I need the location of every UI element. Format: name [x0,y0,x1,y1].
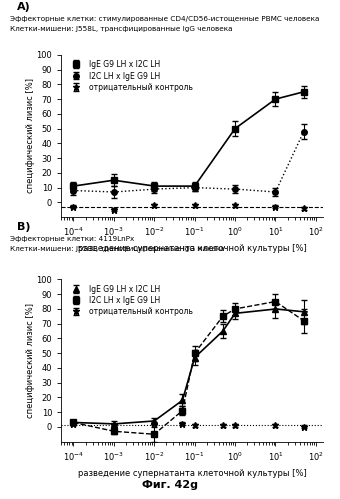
Text: B): B) [17,222,31,232]
Text: Эффекторные клетки: стимулированные CD4/CD56-истощенные PBMC человека: Эффекторные клетки: стимулированные CD4/… [10,16,320,22]
Y-axis label: специфический лизис [%]: специфический лизис [%] [26,303,35,418]
Legend: IgE G9 LH x I2C LH, I2C LH x IgE G9 LH, отрицательный контроль: IgE G9 LH x I2C LH, I2C LH x IgE G9 LH, … [65,59,195,93]
Text: A): A) [17,2,31,12]
Text: Клетки-мишени: J558L, трансфицированные IgG человека: Клетки-мишени: J558L, трансфицированные … [10,26,233,32]
Y-axis label: специфический лизис [%]: специфический лизис [%] [26,78,35,194]
Text: Клетки-мишени: J558L, трансфицированные IgG макака: Клетки-мишени: J558L, трансфицированные … [10,246,225,251]
X-axis label: разведение супернатанта клеточной культуры [%]: разведение супернатанта клеточной культу… [78,469,306,478]
Text: Эффекторные клетки: 4119LnPx: Эффекторные клетки: 4119LnPx [10,236,134,242]
Text: Фиг. 42g: Фиг. 42g [142,480,198,490]
X-axis label: разведение супернатанта клеточной культуры [%]: разведение супернатанта клеточной культу… [78,244,306,253]
Legend: IgE G9 LH x I2C LH, I2C LH x IgE G9 LH, отрицательный контроль: IgE G9 LH x I2C LH, I2C LH x IgE G9 LH, … [65,283,195,318]
